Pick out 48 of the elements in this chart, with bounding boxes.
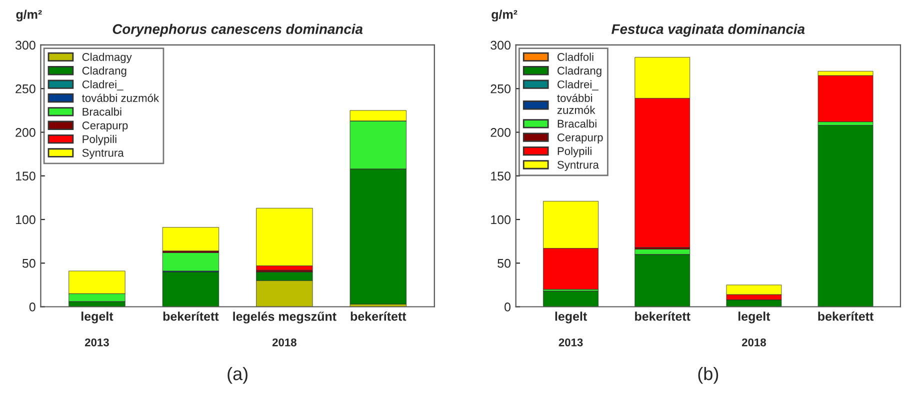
legend-label: további zuzmók bbox=[557, 94, 596, 114]
y-axis-title: g/m² bbox=[16, 10, 42, 22]
legend-label: Polypili bbox=[558, 146, 592, 158]
legend-label: Cladrang bbox=[82, 66, 126, 77]
legend-label: Syntrura bbox=[82, 148, 124, 159]
x-tick-label: legelt bbox=[738, 312, 770, 324]
y-tick-label: 50 bbox=[498, 258, 510, 268]
chart-title: Festuca vaginata dominancia bbox=[612, 24, 805, 37]
y-tick-label: 200 bbox=[490, 128, 510, 137]
legend-label: további zuzmók bbox=[82, 94, 160, 102]
text: (b) bbox=[698, 366, 718, 384]
y-tick-label: 150 bbox=[16, 172, 36, 181]
legend-label: Cladrei_ bbox=[82, 80, 124, 90]
text: 2013 bbox=[84, 338, 109, 346]
y-tick-label: 0 bbox=[504, 302, 510, 312]
text: (a) bbox=[228, 366, 248, 384]
x-tick-label: legelt bbox=[82, 312, 114, 324]
legend-label: Cerapurp bbox=[558, 133, 603, 144]
chart-title: Corynephorus canescens dominancia bbox=[112, 24, 363, 37]
x-tick-label: bekerített bbox=[635, 312, 690, 321]
legend-label: Cerapurp bbox=[82, 122, 128, 132]
y-tick-label: 300 bbox=[490, 40, 510, 50]
x-tick-label: legelés megszűnt bbox=[233, 312, 336, 324]
y-tick-label: 100 bbox=[16, 215, 36, 224]
legend-label: Cladrei_ bbox=[558, 80, 598, 90]
y-tick-label: 300 bbox=[15, 40, 36, 50]
legend-label: Cladfoli bbox=[558, 52, 594, 61]
legend-label: Cladmagy bbox=[82, 52, 132, 64]
y-axis-title: g/m² bbox=[492, 10, 518, 22]
x-tick-label: bekerített bbox=[818, 312, 874, 321]
x-tick-label: legelt bbox=[555, 312, 587, 324]
x-tick-label: bekerített bbox=[350, 312, 406, 321]
legend-label: Bracalbi bbox=[82, 108, 122, 116]
text: 2018 bbox=[742, 338, 766, 346]
y-tick-label: 50 bbox=[22, 258, 36, 268]
y-tick-label: 150 bbox=[491, 172, 510, 181]
x-tick-label: bekerített bbox=[163, 312, 219, 321]
y-tick-label: 250 bbox=[490, 84, 510, 94]
legend-label: Polypili bbox=[82, 134, 116, 146]
legend-label: Syntrura bbox=[557, 160, 599, 171]
text: 2013 bbox=[558, 338, 583, 346]
y-tick-label: 0 bbox=[29, 302, 36, 312]
y-tick-label: 100 bbox=[491, 215, 510, 224]
legend-label: Cladrang bbox=[558, 66, 602, 77]
y-tick-label: 250 bbox=[16, 84, 36, 94]
legend-label: Bracalbi bbox=[558, 120, 596, 128]
text: 2018 bbox=[272, 338, 296, 346]
y-tick-label: 200 bbox=[16, 128, 36, 137]
